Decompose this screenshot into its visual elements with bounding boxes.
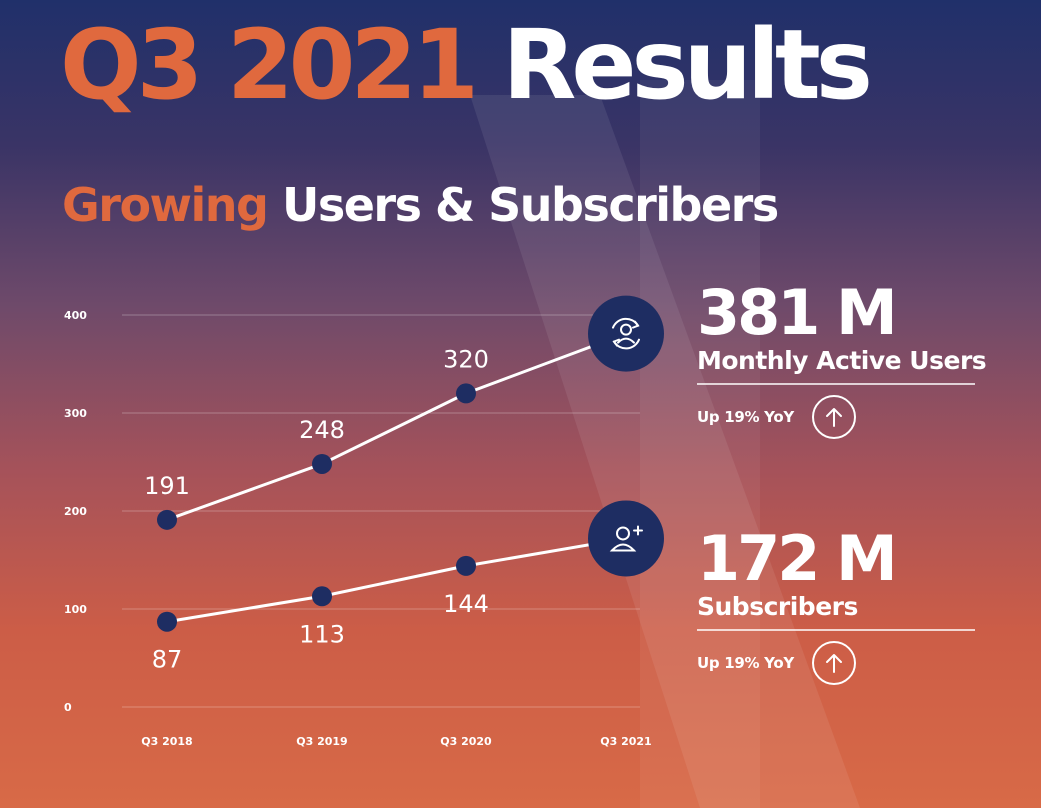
- y-tick-label: 200: [64, 505, 87, 518]
- subs-data-label: 144: [443, 590, 489, 618]
- subs-data-label: 87: [152, 646, 183, 674]
- y-tick-label: 400: [64, 309, 87, 322]
- mau-value: 381 M: [697, 276, 898, 349]
- mau-yoy: Up 19% YoY: [697, 395, 986, 439]
- subs-point: [456, 555, 476, 576]
- x-tick-label: Q3 2021: [600, 735, 651, 748]
- subs-yoy-text: Up 19% YoY: [697, 654, 794, 672]
- arrow-up-icon: [811, 641, 856, 685]
- mau-point: [157, 509, 177, 530]
- mau-data-label: 248: [299, 416, 345, 444]
- mau-label: Monthly Active Users: [697, 346, 987, 375]
- mau-divider: [697, 383, 975, 385]
- subtitle-accent: Growing: [62, 178, 269, 232]
- y-tick-label: 300: [64, 407, 87, 420]
- mau-data-label: 320: [443, 345, 489, 373]
- user-refresh-icon: [612, 317, 640, 350]
- subs-label: Subscribers: [697, 592, 858, 621]
- mau-point: [456, 383, 476, 404]
- x-tick-label: Q3 2018: [141, 735, 192, 748]
- mau-yoy-text: Up 19% YoY: [697, 408, 794, 426]
- x-tick-label: Q3 2020: [440, 735, 492, 748]
- subs-data-label: 113: [299, 620, 345, 648]
- y-tick-label: 0: [64, 701, 72, 714]
- mau-data-label: 191: [144, 472, 190, 500]
- mau-point: [312, 453, 332, 474]
- subs-stat: 172 M Subscribers Up 19% YoY: [697, 528, 975, 685]
- y-tick-label: 100: [64, 603, 87, 616]
- subs-divider: [697, 629, 975, 631]
- x-tick-label: Q3 2019: [296, 735, 347, 748]
- page-subtitle: Growing Users & Subscribers: [62, 178, 779, 233]
- subs-yoy: Up 19% YoY: [697, 641, 975, 685]
- subs-point: [157, 611, 177, 632]
- mau-line: [166, 332, 627, 522]
- subs-line: [166, 536, 627, 624]
- title-main: Results: [502, 9, 872, 121]
- user-add-icon: [609, 525, 643, 552]
- subtitle-main: Users & Subscribers: [282, 178, 779, 232]
- arrow-up-icon: [811, 395, 856, 439]
- title-accent: Q3 2021: [60, 9, 479, 121]
- subs-value: 172 M: [697, 522, 898, 595]
- mau-stat: 381 M Monthly Active Users Up 19% YoY: [697, 276, 987, 439]
- subs-point: [312, 586, 332, 607]
- page-title: Q3 2021 Results: [60, 9, 873, 121]
